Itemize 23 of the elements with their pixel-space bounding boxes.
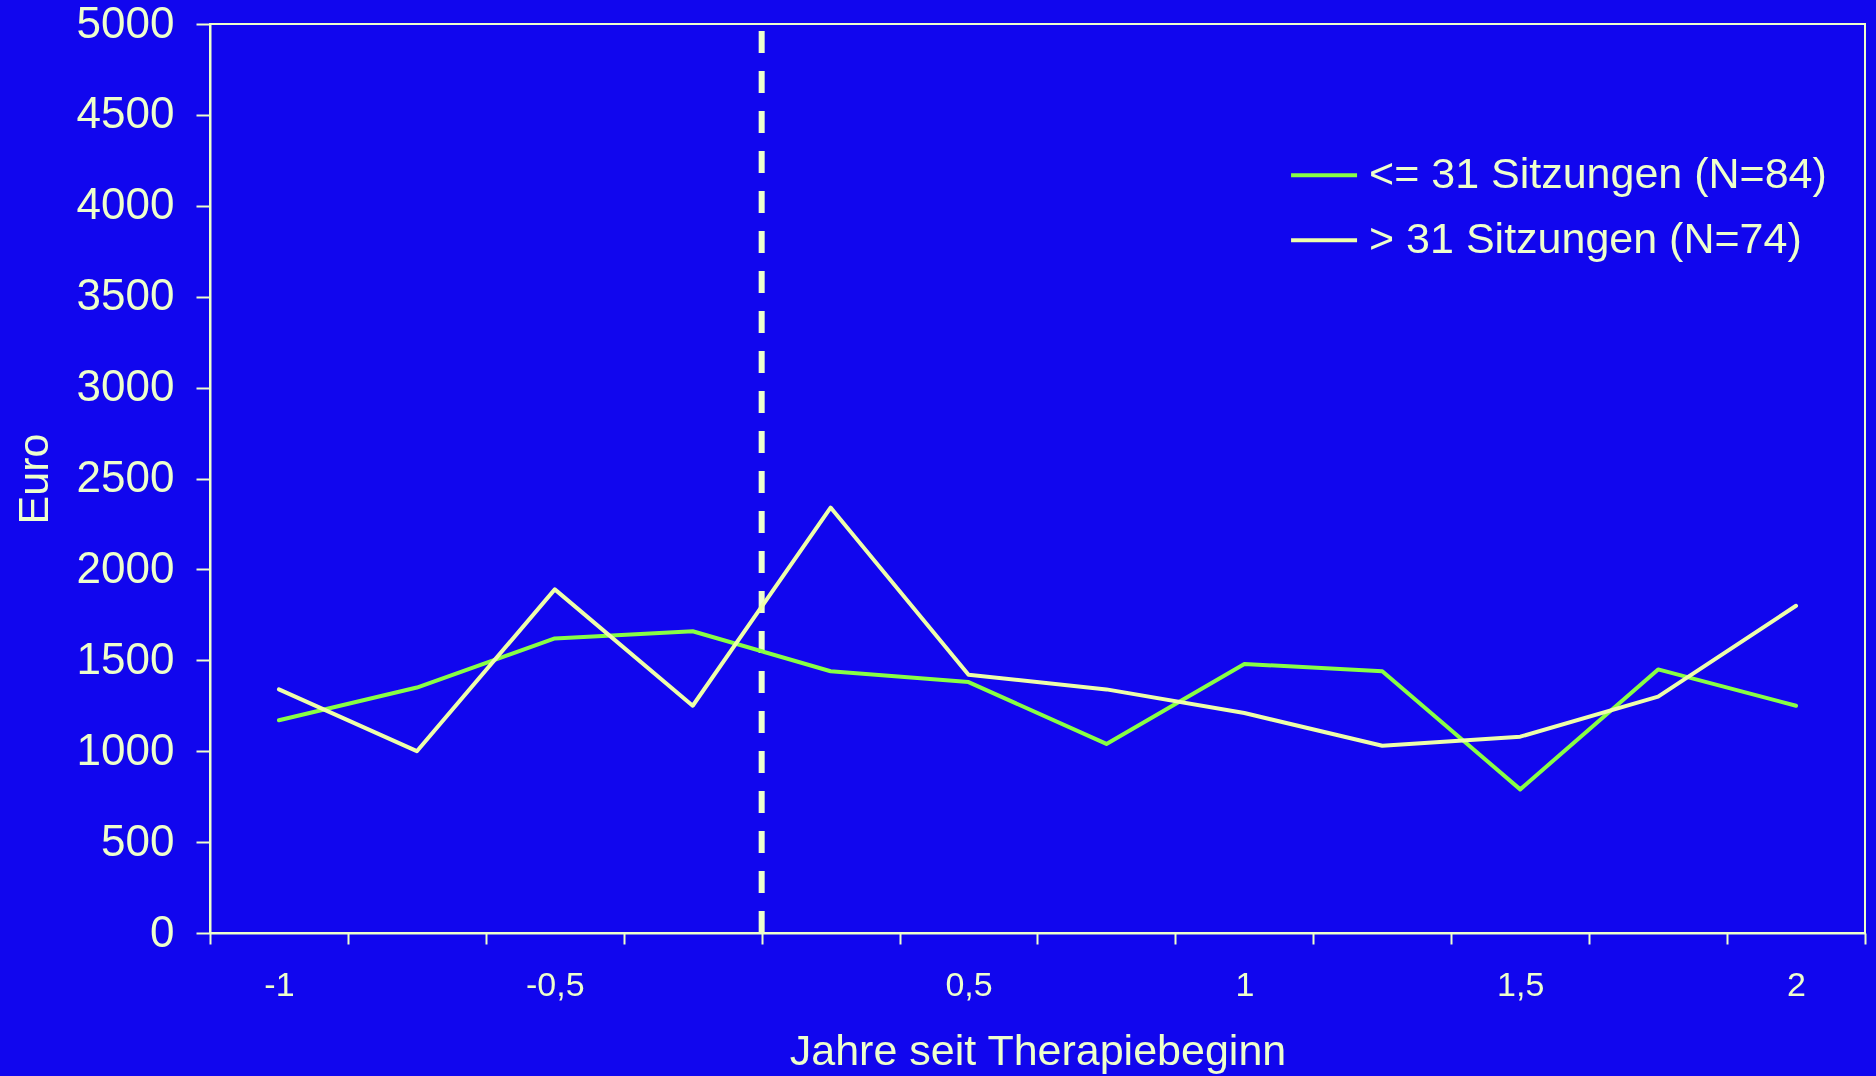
legend-label: <= 31 Sitzungen (N=84) (1369, 149, 1827, 198)
line-series (276, 505, 1799, 754)
x-tick-label: 1 (1235, 964, 1255, 1003)
line-series (276, 629, 1799, 792)
y-tick-label: 0 (150, 906, 175, 956)
y-axis-title: Euro (8, 433, 57, 525)
y-tick-label: 2500 (76, 452, 175, 501)
legend-label: > 31 Sitzungen (N=74) (1369, 214, 1802, 263)
x-tick-label: 0,5 (945, 964, 993, 1003)
y-tick-label: 1500 (76, 633, 175, 683)
y-tick-label: 500 (101, 815, 175, 865)
y-tick-label: 4000 (76, 179, 175, 229)
x-tick-label: -1 (264, 964, 295, 1003)
x-tick-label: 2 (1787, 964, 1806, 1003)
y-tick-label: 2000 (76, 542, 175, 592)
y-tick-label: 4500 (76, 88, 175, 138)
x-axis-title: Jahre seit Therapiebeginn (789, 1025, 1287, 1074)
y-tick-label: 1000 (76, 724, 175, 774)
y-tick-label: 3000 (76, 361, 175, 411)
y-tick-label: 5000 (76, 0, 175, 47)
x-tick-label: 1,5 (1497, 964, 1545, 1003)
x-tick-label: -0,5 (525, 964, 585, 1003)
y-tick-label: 3500 (76, 270, 175, 320)
